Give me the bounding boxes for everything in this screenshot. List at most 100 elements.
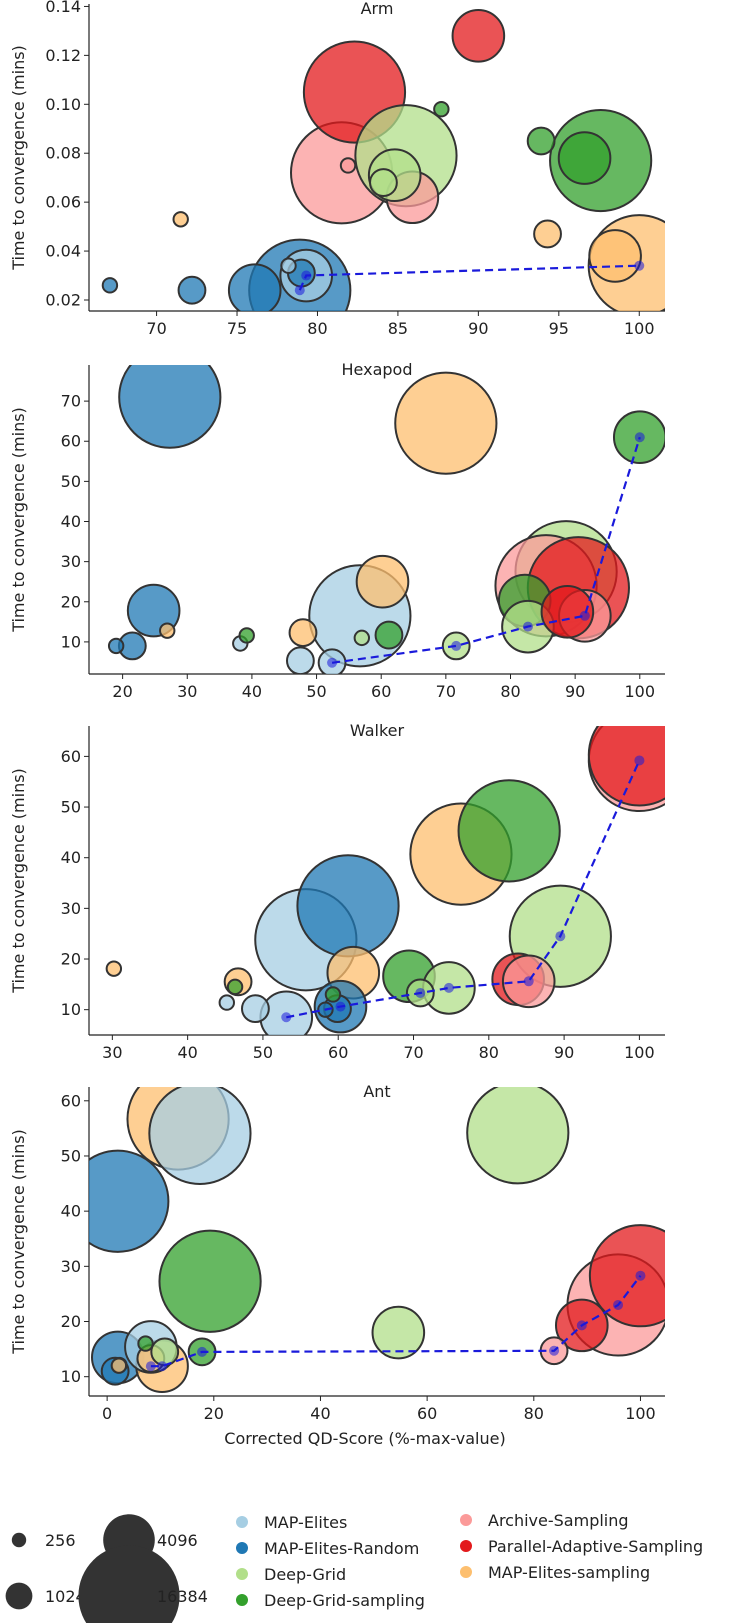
legend-method-marker [236, 1568, 248, 1580]
x-tick-label: 85 [388, 319, 408, 338]
y-tick-label: 70 [61, 392, 81, 411]
legend-size-label: 256 [45, 1531, 76, 1550]
frontier-marker [415, 987, 426, 998]
data-point [105, 960, 123, 977]
frontier-marker [635, 1270, 646, 1281]
x-tick-label: 30 [102, 1043, 122, 1062]
legend-method-marker [460, 1566, 472, 1578]
x-tick-label: 75 [227, 319, 247, 338]
y-tick-label: 40 [61, 512, 81, 531]
x-tick-label: 100 [625, 682, 656, 701]
data-point [89, 1149, 170, 1253]
chart-panel-walker: 30 40 50 60 70 80 90 100 10 20 30 40 50 60 Walker Time … [9, 721, 665, 1062]
x-tick-label: 100 [624, 1043, 655, 1062]
legend: 256 4096 1024 16384 MAP-Elites MAP-Elites-Ran… [5, 1511, 703, 1623]
y-tick-label: 30 [61, 1257, 81, 1276]
x-tick-label: 70 [146, 319, 166, 338]
y-tick-label: 10 [61, 1367, 81, 1386]
y-axis-label: Time to convergence (mins) [9, 768, 28, 994]
data-point [101, 277, 119, 294]
x-tick-label: 100 [625, 1404, 656, 1423]
frontier-marker [576, 1320, 587, 1331]
y-tick-label: 40 [61, 1202, 81, 1221]
data-point [296, 854, 400, 958]
data-point [339, 157, 357, 174]
chart-panel-ant: 0 20 40 60 80 100 10 20 30 40 50 60 Ant Time to conve… [9, 1082, 665, 1448]
x-tick-label: 50 [306, 682, 326, 701]
frontier-marker [145, 1361, 156, 1372]
frontier-marker [522, 621, 533, 632]
data-point [280, 257, 297, 274]
legend-method-marker [460, 1540, 472, 1552]
frontier-marker [555, 931, 566, 942]
y-axis-label: Time to convergence (mins) [9, 407, 28, 633]
data-point [369, 168, 398, 197]
plot-area [107, 365, 665, 674]
legend-size-label: 4096 [157, 1531, 198, 1550]
data-point [526, 126, 556, 156]
data-point [227, 263, 282, 311]
data-point [394, 371, 498, 475]
x-tick-label: 80 [524, 1404, 544, 1423]
legend-method-label: Archive-Sampling [488, 1511, 629, 1530]
x-tick-label: 50 [253, 1043, 273, 1062]
y-tick-label: 20 [61, 950, 81, 969]
legend-method-marker [460, 1514, 472, 1526]
frontier-marker [579, 610, 590, 621]
x-tick-label: 20 [204, 1404, 224, 1423]
y-tick-label: 50 [61, 472, 81, 491]
legend-method-label: Deep-Grid [264, 1565, 346, 1584]
y-tick-label: 0.10 [45, 95, 81, 114]
legend-method-label: MAP-Elites-Random [264, 1539, 419, 1558]
data-point [238, 627, 255, 644]
data-point [557, 131, 612, 185]
data-point [285, 646, 315, 674]
frontier-marker [335, 1001, 346, 1012]
plot-area [101, 9, 665, 311]
x-tick-label: 80 [307, 319, 327, 338]
frontier-marker [197, 1346, 208, 1357]
chart-panel-hexapod: 20 30 40 50 60 70 80 90 100 10 20 30 40 50 60 70 Hexapod… [9, 360, 665, 701]
legend-size-marker [78, 1545, 180, 1623]
x-tick-label: 70 [403, 1043, 423, 1062]
data-point [137, 1335, 154, 1352]
x-tick-label: 80 [479, 1043, 499, 1062]
legend-size-marker [11, 1532, 27, 1548]
data-point [355, 554, 410, 609]
frontier-marker [327, 657, 338, 668]
legend-method-label: Parallel-Adaptive-Sampling [488, 1537, 703, 1556]
data-point [466, 1087, 570, 1185]
data-point [107, 637, 125, 655]
y-tick-label: 60 [61, 747, 81, 766]
x-tick-label: 90 [554, 1043, 574, 1062]
y-tick-label: 60 [61, 1091, 81, 1110]
plot-area [89, 1087, 665, 1394]
legend-method-label: MAP-Elites-sampling [488, 1563, 650, 1582]
data-point [371, 1305, 426, 1360]
data-point [457, 779, 561, 883]
y-tick-label: 30 [61, 899, 81, 918]
legend-method-marker [236, 1542, 248, 1554]
frontier-marker [523, 976, 534, 987]
x-tick-label: 30 [177, 682, 197, 701]
x-tick-label: 95 [549, 319, 569, 338]
chart-panel-arm: 70 75 80 85 90 95 100 0.02 0.04 0.06 0.08 0.10 0.12 0… [9, 0, 665, 338]
y-tick-label: 20 [61, 1312, 81, 1331]
x-tick-label: 80 [500, 682, 520, 701]
y-tick-label: 60 [61, 432, 81, 451]
data-point [540, 584, 595, 639]
frontier-marker [301, 270, 312, 281]
data-point [588, 1224, 665, 1328]
x-tick-label: 40 [177, 1043, 197, 1062]
data-point [172, 211, 189, 228]
data-point [159, 622, 176, 639]
y-tick-label: 50 [61, 798, 81, 817]
x-tick-label: 20 [112, 682, 132, 701]
frontier-marker [281, 1012, 292, 1023]
y-tick-label: 0.06 [45, 193, 81, 212]
data-point [110, 1357, 128, 1374]
data-point [241, 994, 270, 1024]
frontier-marker [634, 260, 645, 271]
legend-size-marker [5, 1582, 33, 1610]
